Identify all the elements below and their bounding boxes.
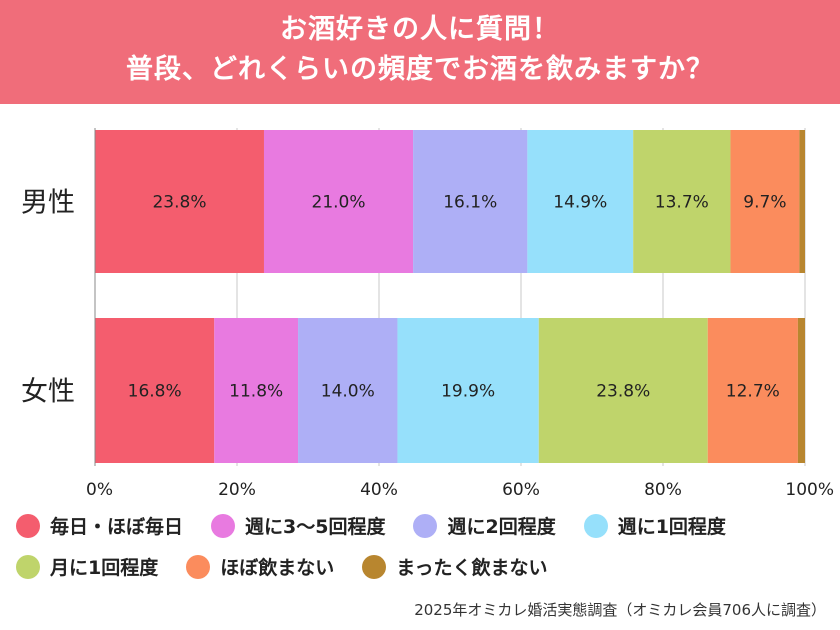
bar-segment [538,318,708,463]
legend-label: ほぼ飲まない [220,557,335,579]
x-tick-label: 60% [502,480,540,500]
data-label: 21.0% [312,193,366,213]
bar-segment [730,130,800,273]
legend-label: 月に1回程度 [50,557,159,579]
legend-label: 週に3〜5回程度 [245,516,386,538]
category-label: 男性 [21,188,75,219]
chart-header: お酒好きの人に質問！ 普段、どれくらいの頻度でお酒を飲みますか？ [0,0,840,104]
data-label: 16.8% [128,382,182,402]
legend-swatch [413,513,438,538]
chart-title-line-1: お酒好きの人に質問！ [280,14,560,45]
legend-item: 毎日・ほぼ毎日 [16,512,183,539]
bar-segment [397,318,539,463]
bar-segment [298,318,398,463]
category-label: 女性 [21,377,75,408]
legend-item: 月に1回程度 [16,553,158,580]
legend-label: 週に2回程度 [447,516,556,538]
data-label: 13.7% [655,193,709,213]
x-tick-label: 0% [86,480,113,500]
legend-item: まったく飲まない [362,553,548,580]
data-label: 14.9% [553,193,607,213]
legend-item: 週に3〜5回程度 [211,512,385,539]
x-tick-label: 20% [218,480,256,500]
legend-swatch [362,554,387,579]
stacked-bar-chart: 23.8% 21.0% 16.1% 14.9% 13.7% 9.7% 男性 16.8% 11.8… [21,128,834,500]
legend-swatch [186,554,211,579]
bar-segment [95,130,264,273]
data-label: 23.8% [596,382,650,402]
legend-label: 週に1回程度 [617,516,726,538]
bar-segment [707,318,798,463]
bar-segment [633,130,731,273]
legend-label: まったく飲まない [396,557,548,579]
bar-segment [263,130,414,273]
chart-title-line-2: 普段、どれくらいの頻度でお酒を飲みますか？ [126,54,714,85]
legend-swatch [16,513,40,538]
bar-segment [214,318,299,463]
legend-swatch [211,513,236,538]
data-label: 14.0% [321,382,375,402]
data-label: 19.9% [441,382,495,402]
legend-item: 週に1回程度 [583,512,726,539]
data-label: 9.7% [743,193,786,213]
legend-item: 週に2回程度 [413,512,556,539]
bar-segment [413,130,528,273]
data-label: 16.1% [443,193,497,213]
data-label: 12.7% [726,382,780,402]
x-tick-label: 80% [644,480,682,500]
x-tick-label: 40% [360,480,398,500]
bar-segment [797,318,805,463]
chart-legend: 毎日・ほぼ毎日 週に3〜5回程度 週に2回程度 週に1回程度月に1回程度 ほぼ飲まない ま… [16,512,836,580]
bar-segment [799,130,805,273]
x-tick-label: 100% [785,480,834,500]
data-label: 11.8% [229,382,283,402]
legend-item: ほぼ飲まない [186,553,334,580]
bar-segment [527,130,634,273]
data-label: 23.8% [152,193,206,213]
legend-swatch [16,554,40,579]
source-note: 2025年オミカレ婚活実態調査（オミカレ会員706人に調査） [414,601,826,619]
legend-label: 毎日・ほぼ毎日 [50,516,184,538]
bar-segment [95,318,215,463]
legend-swatch [583,513,608,538]
